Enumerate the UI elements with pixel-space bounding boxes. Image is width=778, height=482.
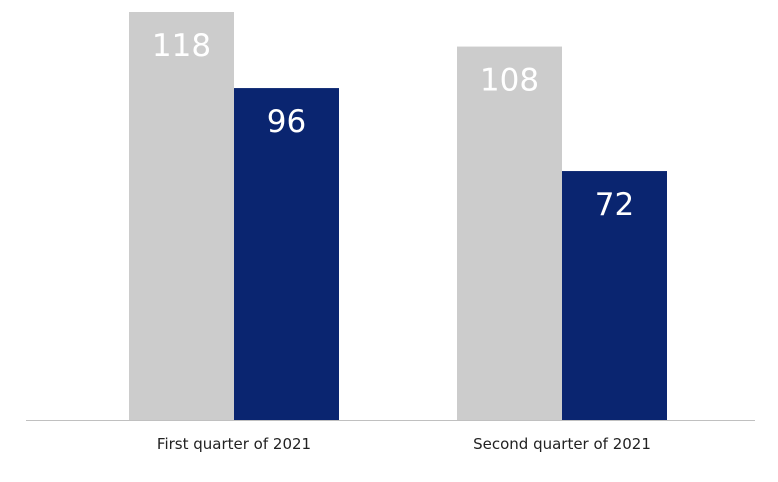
data-label-series-2-cat-2: 72 [595, 187, 634, 223]
bar-series-2-cat-1 [234, 88, 339, 420]
category-label-2: Second quarter of 2021 [473, 435, 651, 453]
labels-group: First quarter of 2021 Second quarter of 2… [157, 435, 651, 453]
category-label-1: First quarter of 2021 [157, 435, 311, 453]
bar-series-1-cat-1 [129, 12, 234, 420]
data-label-series-1-cat-2: 108 [480, 63, 539, 99]
bar-series-1-cat-2 [457, 46, 562, 421]
bar-series-2-cat-2 [562, 171, 667, 420]
data-label-series-2-cat-1: 96 [267, 104, 306, 140]
bars-group: 118 96 108 72 [129, 12, 667, 421]
data-label-series-1-cat-1: 118 [152, 28, 211, 64]
